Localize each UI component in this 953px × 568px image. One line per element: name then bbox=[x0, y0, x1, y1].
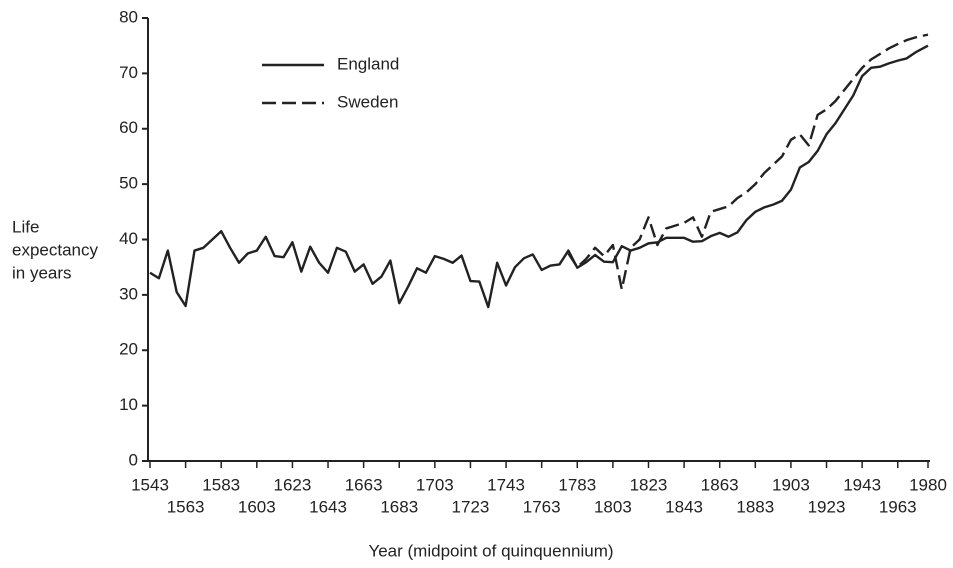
x-tick-label: 1883 bbox=[736, 497, 774, 516]
y-axis-label: expectancy bbox=[12, 240, 98, 259]
x-tick-label: 1743 bbox=[487, 475, 525, 494]
y-tick-label: 10 bbox=[119, 395, 138, 414]
x-tick-label: 1943 bbox=[843, 475, 881, 494]
x-tick-label: 1643 bbox=[309, 497, 347, 516]
y-tick-label: 0 bbox=[129, 450, 138, 469]
x-tick-label: 1903 bbox=[772, 475, 810, 494]
x-tick-label: 1583 bbox=[202, 475, 240, 494]
y-axis-label: in years bbox=[12, 263, 72, 282]
x-tick-label: 1843 bbox=[665, 497, 703, 516]
y-tick-label: 40 bbox=[119, 229, 138, 248]
y-tick-label: 70 bbox=[119, 63, 138, 82]
y-tick-label: 60 bbox=[119, 118, 138, 137]
legend-label: England bbox=[337, 54, 399, 73]
x-tick-label: 1763 bbox=[523, 497, 561, 516]
x-tick-label: 1703 bbox=[416, 475, 454, 494]
x-tick-label: 1543 bbox=[131, 475, 169, 494]
x-tick-label: 1683 bbox=[380, 497, 418, 516]
line-england bbox=[149, 44, 929, 309]
x-tick-label: 1863 bbox=[701, 475, 739, 494]
x-tick-label: 1783 bbox=[558, 475, 596, 494]
x-tick-label: 1623 bbox=[274, 475, 312, 494]
x-tick-label: 1823 bbox=[630, 475, 668, 494]
x-axis-label: Year (midpoint of quinquennium) bbox=[368, 541, 613, 560]
y-tick-label: 50 bbox=[119, 174, 138, 193]
x-tick-label: 1923 bbox=[808, 497, 846, 516]
x-tick-label: 1723 bbox=[452, 497, 490, 516]
x-tick-label: 1803 bbox=[594, 497, 632, 516]
x-tick-label: 1603 bbox=[238, 497, 276, 516]
x-tick-label: 1663 bbox=[345, 475, 383, 494]
y-axis-label: Life bbox=[12, 217, 39, 236]
y-tick-label: 30 bbox=[119, 284, 138, 303]
y-tick-label: 20 bbox=[119, 340, 138, 359]
y-tick-label: 80 bbox=[119, 7, 138, 26]
x-tick-label: 1963 bbox=[879, 497, 917, 516]
line-sweden bbox=[567, 33, 929, 291]
x-tick-label: 1563 bbox=[167, 497, 205, 516]
legend-label: Sweden bbox=[337, 92, 398, 111]
x-tick-label: 1980 bbox=[909, 475, 947, 494]
